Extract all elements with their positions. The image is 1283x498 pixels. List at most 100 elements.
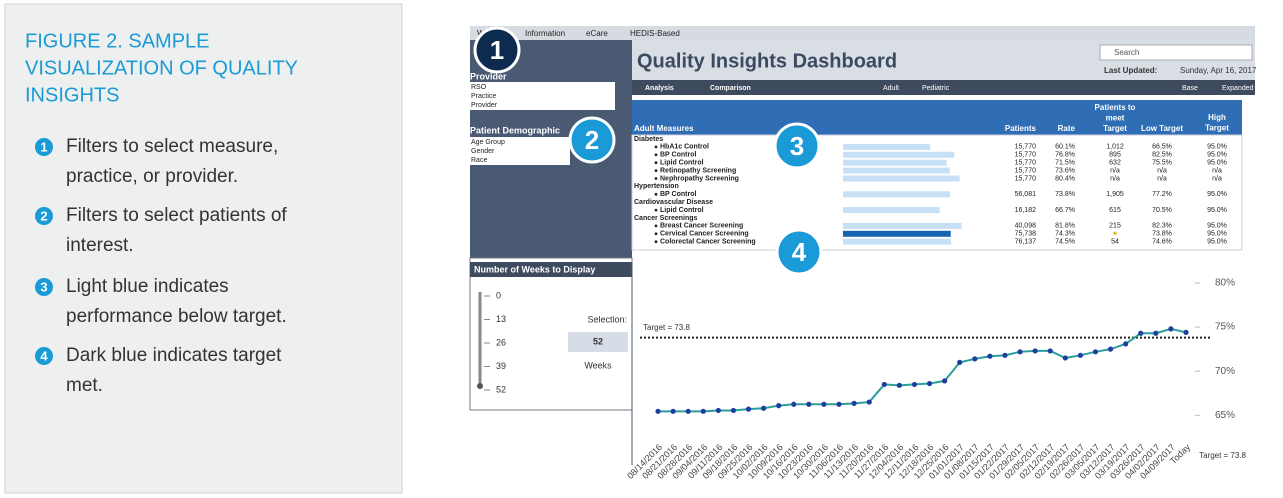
cell: 73.8% — [1152, 231, 1172, 238]
nav-item[interactable]: Base — [1182, 85, 1198, 92]
slider-handle[interactable] — [477, 383, 483, 389]
bullet — [654, 161, 658, 165]
point — [776, 403, 782, 409]
slider-tick-label: 26 — [496, 337, 506, 347]
cell: 1,012 — [1106, 144, 1124, 151]
nav-bar — [632, 80, 1255, 95]
tab[interactable]: HEDIS-Based — [630, 29, 680, 38]
rate-bar — [843, 222, 962, 229]
filter-field: RSO — [471, 84, 487, 91]
nav-item[interactable]: Pediatric — [922, 85, 950, 92]
demographic-filter[interactable] — [470, 137, 570, 165]
table-header — [632, 100, 1242, 135]
cell: Breast Cancer Screening — [660, 223, 743, 230]
cell: 15,770 — [1015, 167, 1037, 174]
point — [1047, 348, 1053, 354]
cell: 895 — [1109, 152, 1121, 159]
point — [1017, 349, 1023, 355]
cell: 76,137 — [1015, 239, 1037, 246]
point — [942, 378, 948, 384]
item-text: Dark blue indicates target — [66, 345, 282, 366]
cell: 15,770 — [1015, 152, 1037, 159]
nav-item[interactable]: Comparison — [710, 85, 751, 92]
column-header: Patients — [1005, 124, 1037, 133]
point — [1153, 330, 1159, 336]
cell: Nephropathy Screening — [660, 175, 739, 182]
callout-number: 2 — [585, 125, 599, 155]
cell: 70.5% — [1152, 207, 1172, 214]
tab[interactable]: eCare — [586, 29, 608, 38]
filter-field: Provider — [471, 102, 498, 109]
item-number: 2 — [40, 208, 47, 223]
search: Search — [1114, 48, 1139, 57]
bullet — [654, 169, 658, 173]
cell: 73.6% — [1055, 167, 1075, 174]
point — [715, 407, 721, 414]
cell: 95.0% — [1207, 231, 1227, 238]
rate-bar — [843, 167, 950, 174]
bullet — [654, 224, 658, 228]
point — [987, 353, 993, 359]
weeks-title: Number of Weeks to Display — [474, 264, 595, 274]
cell: 95.0% — [1207, 152, 1227, 159]
selection: 52 — [593, 336, 603, 346]
bullet — [654, 145, 658, 149]
point — [1107, 346, 1114, 352]
cell: 54 — [1111, 239, 1119, 246]
cell: 95.0% — [1207, 207, 1227, 214]
item-badge — [35, 207, 53, 225]
bullet — [654, 192, 658, 196]
slider-tick-label: 0 — [496, 290, 501, 300]
cell: Cervical Cancer Screening — [660, 231, 749, 238]
item-badge — [35, 278, 53, 296]
cell: n/a — [1212, 175, 1222, 182]
cell: 80.4% — [1055, 175, 1075, 182]
nav-item[interactable]: Adult — [883, 85, 899, 92]
nav-item[interactable]: Analysis — [645, 85, 674, 92]
y-tick-label: 80% — [1215, 278, 1235, 289]
nav-item[interactable]: Expanded — [1222, 85, 1254, 92]
bullet — [654, 232, 658, 236]
point — [745, 406, 752, 412]
cell: 95.0% — [1207, 191, 1227, 198]
group-name: Cancer Screenings — [634, 215, 698, 222]
rate-bar — [843, 151, 955, 158]
cell: 15,770 — [1015, 144, 1037, 151]
point — [972, 356, 978, 362]
cell: BP Control — [660, 152, 696, 159]
bullet — [654, 177, 658, 180]
column-header: Patients to meet Target — [1095, 103, 1136, 133]
tab[interactable]: Information — [525, 29, 565, 38]
provider-filter[interactable] — [470, 82, 615, 110]
last-updated-label: Last Updated: — [1104, 66, 1157, 75]
slider-tick-label: 52 — [496, 384, 506, 394]
callout — [775, 228, 823, 276]
point — [1062, 355, 1068, 361]
callout — [568, 116, 616, 164]
cell: 71.5% — [1055, 160, 1075, 167]
point — [896, 382, 902, 388]
callout-number: 1 — [490, 35, 504, 65]
filter-field: Race — [471, 157, 487, 164]
cell: Lipid Control — [660, 207, 704, 214]
cell: n/a — [1110, 167, 1120, 174]
callout — [473, 26, 521, 74]
filter-title: Patient Demographic — [470, 125, 560, 135]
search-box[interactable] — [1099, 44, 1253, 61]
cell: n/a — [1110, 175, 1120, 182]
figure-title: INSIGHTS — [25, 84, 119, 106]
point — [761, 405, 767, 411]
rate-bar — [843, 175, 960, 182]
callout-number: 4 — [792, 237, 807, 267]
point — [700, 408, 706, 414]
point — [1077, 352, 1083, 358]
filter-field: Practice — [471, 93, 496, 100]
target-label: Target = 73.8 — [643, 323, 690, 332]
callout-number: 3 — [790, 131, 804, 161]
item-text: met. — [66, 375, 103, 396]
cell: 82.5% — [1152, 152, 1172, 159]
item-text: performance below target. — [66, 306, 287, 327]
cell: 77.2% — [1152, 191, 1172, 198]
item-badge — [35, 347, 53, 365]
bullet — [654, 208, 658, 212]
